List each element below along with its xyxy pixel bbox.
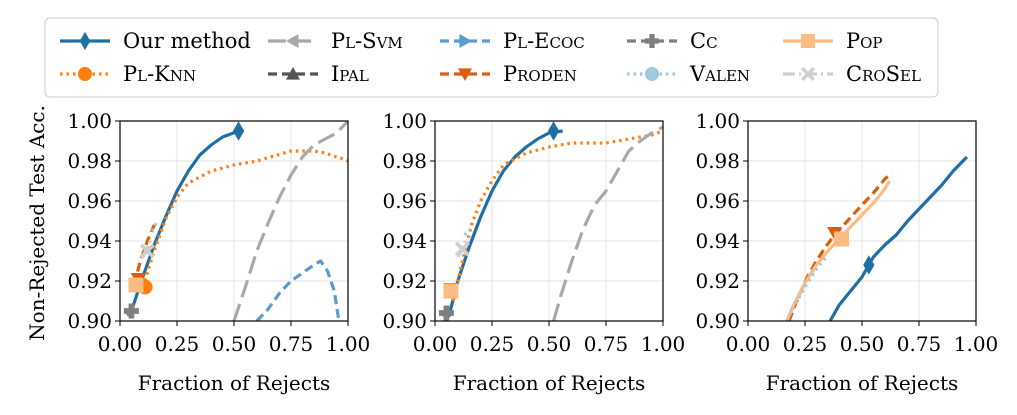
data-point-pop <box>443 283 459 299</box>
series-line-valen <box>785 253 830 321</box>
y-tick-label: 0.96 <box>695 189 740 213</box>
legend-entry-crosel: CroSel <box>783 62 921 86</box>
data-point-cc <box>438 305 454 321</box>
x-tick-label: 0.25 <box>155 332 200 356</box>
x-tick-label: 0.75 <box>584 332 629 356</box>
legend-frame <box>44 17 939 98</box>
series-line-pop <box>785 180 891 321</box>
legend-marker-x-icon <box>801 67 815 81</box>
x-tick-label: 0.25 <box>783 332 828 356</box>
y-tick-label: 0.92 <box>695 269 740 293</box>
legend-entry-proden: Proden <box>440 62 577 86</box>
x-axis-label: Fraction of Rejects <box>453 371 646 395</box>
legend-label: Our method <box>123 29 251 53</box>
legend-marker-square-icon <box>801 34 815 48</box>
data-point-pop <box>833 231 849 247</box>
legend-label: Pl-Svm <box>331 29 403 53</box>
legend-marker-circle-icon <box>645 67 659 81</box>
series-line-our-method <box>129 129 240 312</box>
legend-entry-pl-ecoc: Pl-Ecoc <box>440 29 585 53</box>
legend-label: Pl-Knn <box>123 62 196 86</box>
legend-marker-triangle-left-icon <box>286 34 299 48</box>
y-tick-label: 0.92 <box>382 269 427 293</box>
y-tick-label: 0.94 <box>695 229 740 253</box>
data-point-our-method <box>232 121 245 141</box>
series-line-valen <box>150 222 158 232</box>
panels: 0.00 0.25 0.50 0.75 1.00 0.90 0.92 0.94 0.96 0.98… <box>25 105 998 395</box>
chart-panel-1: 0.00 0.25 0.50 0.75 1.00 0.90 0.92 0.94 0.96 0.98… <box>25 105 370 395</box>
legend-label: Proden <box>503 62 577 86</box>
legend-marker-circle-icon <box>78 67 92 81</box>
data-point-our-method <box>863 255 875 275</box>
y-tick-label: 0.90 <box>695 309 740 333</box>
legend-marker-diamond-icon <box>79 31 91 51</box>
x-tick-label: 0.75 <box>269 332 314 356</box>
y-tick-label: 0.94 <box>67 229 112 253</box>
legend-marker-triangle-down-icon <box>458 68 472 81</box>
legend-entry-ipal: Ipal <box>268 62 369 86</box>
legend-entry-valen: Valen <box>627 62 750 86</box>
y-tick-label: 0.98 <box>382 149 427 173</box>
x-tick-label: 1.00 <box>641 332 686 356</box>
legend-label: Pop <box>846 29 883 53</box>
y-tick-label: 0.90 <box>67 309 112 333</box>
legend: Our method Pl-Svm Pl-Ecoc Cc Pop Pl-Knn Ipal Pr… <box>44 17 939 98</box>
y-tick-label: 0.94 <box>382 229 427 253</box>
series-line-our-method <box>447 129 563 318</box>
data-point-crosel <box>139 243 155 259</box>
x-axis-label: Fraction of Rejects <box>766 371 959 395</box>
chart-panel-2: 0.00 0.25 0.50 0.75 1.00 0.90 0.92 0.94 0.96 0.98… <box>382 109 685 395</box>
series-line-pl-knn <box>141 149 348 288</box>
x-tick-label: 0.25 <box>470 332 515 356</box>
legend-label: Pl-Ecoc <box>503 29 585 53</box>
y-tick-label: 1.00 <box>695 109 740 133</box>
series-line-valen <box>463 228 471 236</box>
x-tick-label: 0.50 <box>527 332 572 356</box>
legend-label: Valen <box>689 62 750 86</box>
x-axis-label: Fraction of Rejects <box>138 371 331 395</box>
legend-label: Ipal <box>331 62 369 86</box>
y-tick-label: 1.00 <box>382 109 427 133</box>
chart-panel-3: 0.00 0.25 0.50 0.75 1.00 0.90 0.92 0.94 0.96 0.98… <box>695 109 998 395</box>
series-line-our-method <box>828 155 969 321</box>
data-point-our-method <box>547 121 560 141</box>
y-tick-label: 0.96 <box>382 189 427 213</box>
y-tick-label: 0.92 <box>67 269 112 293</box>
x-tick-label: 0.00 <box>98 332 143 356</box>
legend-marker-plus-icon <box>645 34 660 48</box>
x-tick-label: 1.00 <box>954 332 999 356</box>
legend-entry-pl-knn: Pl-Knn <box>60 62 196 86</box>
y-tick-label: 0.96 <box>67 189 112 213</box>
y-axis-label: Non-Rejected Test Acc. <box>25 105 49 341</box>
series-line-pl-svm <box>552 125 663 321</box>
legend-marker-triangle-up-icon <box>286 67 300 80</box>
x-tick-label: 0.50 <box>212 332 257 356</box>
legend-label: Cc <box>690 29 718 53</box>
y-tick-label: 1.00 <box>67 109 112 133</box>
data-point-cc <box>123 303 139 319</box>
series-line-pl-knn <box>451 129 663 302</box>
x-tick-label: 0.50 <box>840 332 885 356</box>
legend-entry-pop: Pop <box>783 29 883 53</box>
x-tick-label: 0.00 <box>413 332 458 356</box>
legend-entry-our-method: Our method <box>60 29 251 53</box>
x-tick-label: 0.75 <box>897 332 942 356</box>
series-line-proden <box>787 171 893 321</box>
legend-marker-triangle-right-icon <box>459 34 472 48</box>
y-tick-label: 0.98 <box>67 149 112 173</box>
data-point-pop <box>128 277 144 293</box>
legend-entry-pl-svm: Pl-Svm <box>268 29 403 53</box>
x-tick-label: 1.00 <box>326 332 371 356</box>
data-point-crosel <box>454 241 470 257</box>
y-tick-label: 0.90 <box>382 309 427 333</box>
x-tick-label: 0.00 <box>726 332 771 356</box>
y-tick-label: 0.98 <box>695 149 740 173</box>
legend-entry-cc: Cc <box>627 29 718 53</box>
series-line-pl-svm <box>232 121 348 321</box>
legend-label: CroSel <box>846 62 921 86</box>
series-line-pl-ecoc <box>255 259 341 321</box>
